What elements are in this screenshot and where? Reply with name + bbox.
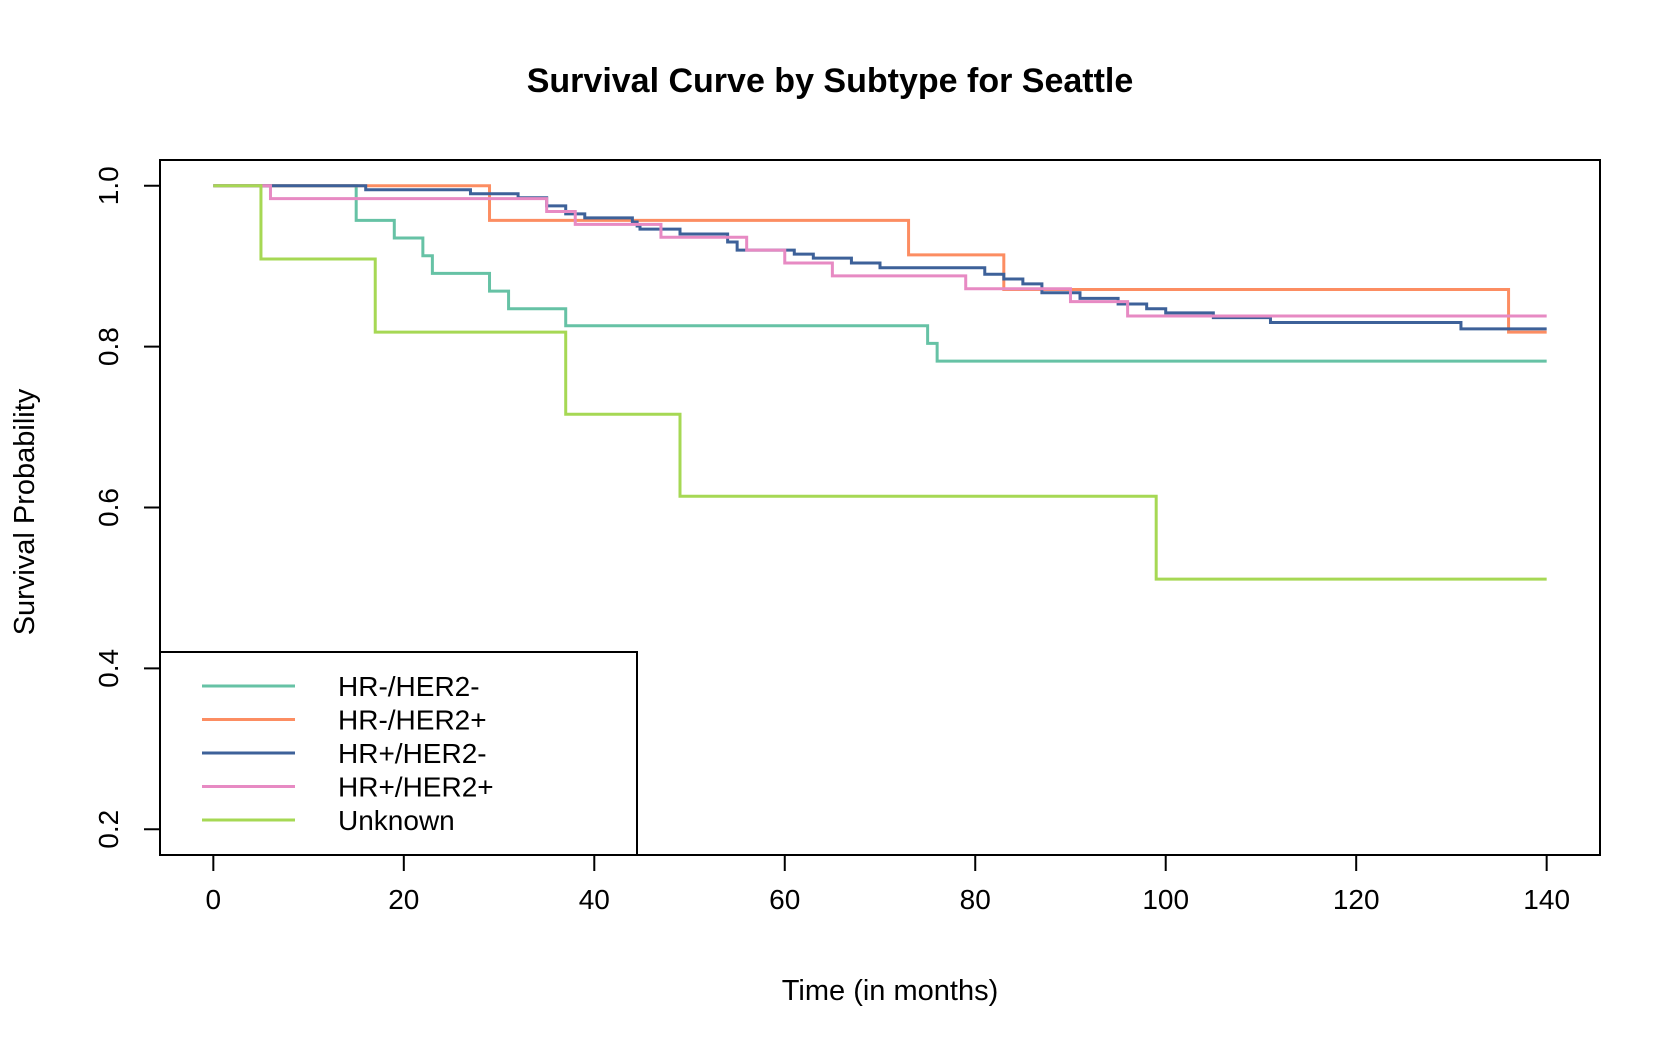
y-axis: 0.2 0.4 0.6 0.8 1.0 [93,166,161,849]
x-axis: 0 20 40 60 80 100 120 140 [206,854,1570,915]
plot-area-group [213,184,1547,581]
y-tick-label: 0.2 [93,810,124,849]
series-line-hr-her2 [213,184,1547,318]
series-line-hr-her2 [213,184,1547,331]
series-line-hr-her2 [213,184,1547,363]
series-line-hr-her2 [213,184,1547,334]
legend-label: HR+/HER2- [338,738,487,769]
series-line-unknown [213,184,1547,581]
chart-title: Survival Curve by Subtype for Seattle [527,62,1134,100]
y-tick-label: 0.4 [93,649,124,688]
x-tick-label: 60 [769,884,800,915]
x-axis-label: Time (in months) [782,975,998,1007]
legend-label: HR-/HER2+ [338,705,487,736]
legend-label: HR+/HER2+ [338,772,494,803]
x-tick-label: 40 [579,884,610,915]
legend-label: HR-/HER2- [338,671,480,702]
legend: HR-/HER2-HR-/HER2+HR+/HER2-HR+/HER2+Unkn… [159,651,638,856]
legend-label: Unknown [338,805,455,836]
x-tick-label: 140 [1523,884,1570,915]
x-tick-label: 120 [1333,884,1380,915]
x-tick-label: 20 [388,884,419,915]
x-tick-label: 100 [1142,884,1189,915]
y-tick-label: 0.8 [93,327,124,366]
y-tick-label: 0.6 [93,488,124,527]
x-tick-label: 0 [206,884,222,915]
y-tick-label: 1.0 [93,166,124,205]
y-axis-label: Survival Probability [9,388,41,635]
x-tick-label: 80 [960,884,991,915]
